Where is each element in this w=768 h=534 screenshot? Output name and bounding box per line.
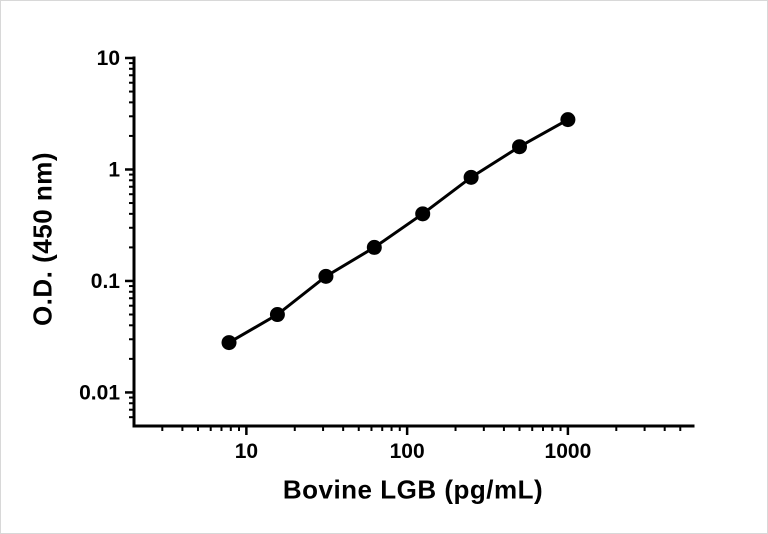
data-point-marker [366, 239, 382, 255]
y-axis-title: O.D. (450 nm) [27, 151, 58, 327]
data-point-marker [221, 335, 237, 351]
x-tick-label: 100 [390, 440, 425, 463]
axis-ticks [125, 56, 682, 435]
series-bovine-lgb-standard-curve [221, 112, 576, 351]
x-tick-label: 1000 [545, 440, 592, 463]
data-point-marker [269, 307, 285, 323]
y-tick-label: 1 [108, 158, 120, 181]
data-point-marker [560, 112, 576, 128]
y-tick-label: 10 [97, 47, 120, 70]
data-point-marker [318, 268, 334, 284]
data-point-marker [415, 206, 431, 222]
data-point-marker [463, 169, 479, 185]
y-tick-label: 0.01 [79, 381, 120, 404]
axes [132, 56, 695, 428]
axis-spines [132, 56, 695, 428]
x-axis-title: Bovine LGB (pg/mL) [282, 474, 544, 505]
x-tick-label: 10 [235, 440, 258, 463]
tick-labels: 10 100 1000 0.01 0.1 1 10 [79, 47, 591, 463]
y-tick-label: 0.1 [91, 270, 121, 293]
data-point-marker [512, 139, 528, 155]
series-line [227, 118, 570, 345]
